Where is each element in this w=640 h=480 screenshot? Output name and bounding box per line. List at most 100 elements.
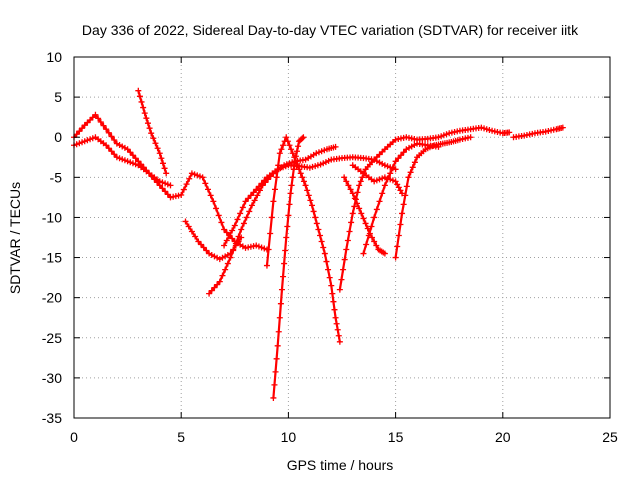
- data-point: [162, 188, 169, 195]
- data-point: [73, 141, 80, 148]
- data-point: [127, 149, 134, 156]
- data-point: [291, 158, 298, 165]
- data-point: [467, 134, 474, 141]
- data-point: [251, 197, 258, 204]
- data-point: [384, 163, 391, 170]
- data-point: [438, 133, 445, 140]
- data-point: [105, 129, 112, 136]
- data-point: [334, 326, 341, 333]
- data-point: [336, 286, 343, 293]
- data-point: [129, 152, 136, 159]
- plot-frame: [73, 56, 611, 419]
- data-point: [79, 125, 86, 132]
- data-point: [310, 208, 317, 215]
- data-point: [295, 143, 302, 150]
- data-point: [247, 192, 254, 199]
- data-point: [163, 170, 170, 177]
- data-point: [265, 246, 272, 253]
- data-point: [290, 166, 297, 173]
- data-point: [164, 191, 171, 198]
- data-point: [299, 135, 306, 142]
- data-point: [397, 221, 404, 228]
- data-point: [286, 201, 293, 208]
- data-point: [278, 146, 285, 153]
- series-track-g: [263, 134, 343, 345]
- data-point: [221, 242, 228, 249]
- data-point: [124, 158, 131, 165]
- data-point: [397, 152, 404, 159]
- data-point: [313, 220, 320, 227]
- data-point: [255, 183, 262, 190]
- data-point: [478, 124, 485, 131]
- data-point: [267, 230, 274, 237]
- data-point: [119, 156, 126, 163]
- data-point: [199, 174, 206, 181]
- series-track-m: [349, 162, 406, 197]
- data-point: [362, 220, 369, 227]
- data-point: [392, 178, 399, 185]
- data-point: [363, 241, 370, 248]
- data-point: [275, 162, 282, 169]
- data-point: [506, 129, 513, 136]
- data-point: [180, 186, 187, 193]
- data-point: [338, 276, 345, 283]
- data-point: [359, 174, 366, 181]
- data-point: [148, 130, 155, 137]
- data-point: [227, 254, 234, 261]
- x-tick-label: 10: [281, 429, 297, 445]
- data-point: [143, 115, 150, 122]
- data-point: [211, 284, 218, 291]
- data-point: [330, 298, 337, 305]
- data-point: [318, 238, 325, 245]
- data-point: [302, 182, 309, 189]
- data-point: [371, 178, 378, 185]
- data-point: [253, 242, 260, 249]
- data-point: [320, 244, 327, 251]
- data-point: [443, 131, 450, 138]
- y-axis-label: SDTVAR / TECUs: [7, 182, 23, 294]
- data-point: [150, 135, 157, 142]
- data-point: [280, 142, 287, 149]
- data-point: [158, 155, 165, 162]
- data-point: [222, 266, 229, 273]
- data-point: [340, 266, 347, 273]
- data-point: [282, 247, 289, 254]
- data-point: [182, 218, 189, 225]
- data-point: [321, 250, 328, 257]
- data-point: [360, 215, 367, 222]
- data-point: [207, 192, 214, 199]
- data-point: [81, 138, 88, 145]
- series-track-f: [221, 154, 399, 249]
- data-point: [277, 300, 284, 307]
- data-point: [283, 134, 290, 141]
- data-point: [161, 165, 168, 172]
- data-point: [218, 219, 225, 226]
- data-point: [296, 166, 303, 173]
- data-point: [79, 139, 86, 146]
- data-point: [192, 233, 199, 240]
- data-point: [486, 127, 493, 134]
- data-point: [481, 125, 488, 132]
- data-point: [202, 180, 209, 187]
- data-point: [258, 244, 265, 251]
- data-point: [315, 226, 322, 233]
- data-point: [270, 198, 277, 205]
- data-point: [275, 328, 282, 335]
- y-tick-label: -30: [42, 370, 62, 386]
- data-point: [215, 212, 222, 219]
- data-point: [332, 314, 339, 321]
- data-point: [232, 240, 239, 247]
- data-point: [349, 190, 356, 197]
- data-point: [315, 149, 322, 156]
- data-point: [289, 174, 296, 181]
- data-point: [263, 262, 270, 269]
- data-point: [394, 181, 401, 188]
- series-track-h: [270, 134, 307, 401]
- data-point: [347, 186, 354, 193]
- series-track-j: [360, 140, 442, 257]
- series-track-b: [71, 134, 174, 189]
- data-point: [394, 243, 401, 250]
- data-point: [387, 176, 394, 183]
- data-point: [379, 175, 386, 182]
- data-point: [403, 183, 410, 190]
